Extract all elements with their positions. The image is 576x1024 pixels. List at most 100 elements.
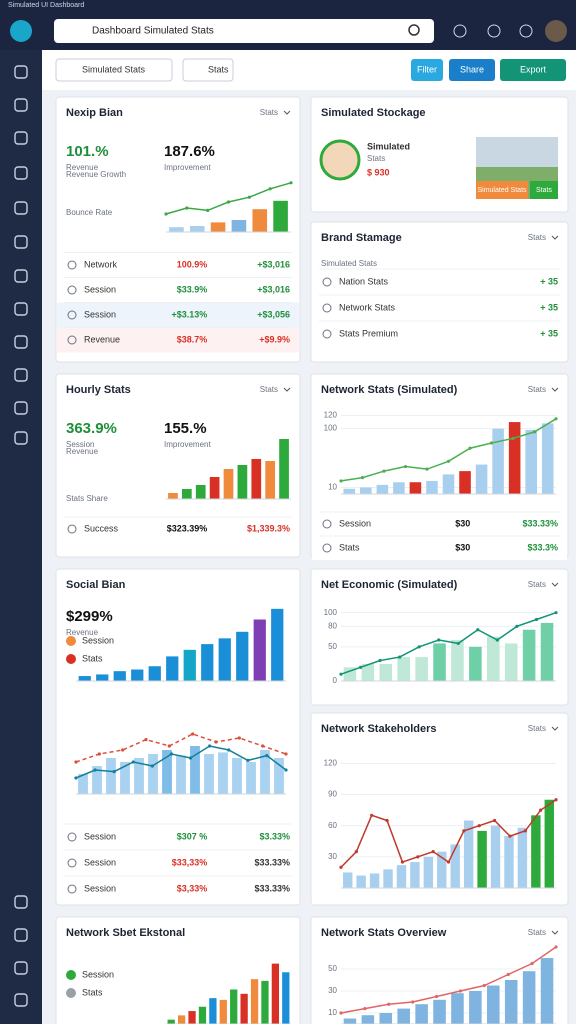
bar bbox=[195, 485, 206, 499]
sidebar-icon[interactable] bbox=[14, 961, 28, 975]
bar bbox=[106, 758, 116, 794]
logo[interactable] bbox=[10, 20, 32, 42]
row[interactable] bbox=[57, 277, 299, 303]
bar bbox=[343, 1018, 357, 1024]
row[interactable] bbox=[57, 302, 299, 328]
button[interactable] bbox=[530, 181, 558, 199]
card-menu[interactable]: Stats bbox=[528, 580, 546, 589]
row[interactable] bbox=[57, 517, 299, 541]
sidebar-icon[interactable] bbox=[14, 928, 28, 942]
avatar[interactable] bbox=[545, 20, 567, 42]
point bbox=[477, 824, 481, 828]
row[interactable] bbox=[57, 327, 299, 353]
chevron[interactable] bbox=[551, 387, 559, 392]
sidebar-icon[interactable] bbox=[14, 166, 28, 180]
card bbox=[55, 916, 301, 1024]
sidebar-icon[interactable] bbox=[14, 895, 28, 909]
kpi-value: 187.6% bbox=[164, 143, 215, 160]
row[interactable] bbox=[57, 252, 299, 278]
sidebar-icon[interactable] bbox=[14, 335, 28, 349]
point bbox=[468, 446, 472, 450]
card-menu[interactable]: Stats bbox=[260, 108, 278, 117]
sidebar-icon[interactable] bbox=[14, 98, 28, 112]
sidebar-icon[interactable] bbox=[14, 302, 28, 316]
sidebar bbox=[0, 50, 42, 1024]
row[interactable] bbox=[57, 824, 299, 850]
button[interactable] bbox=[449, 59, 495, 81]
card-title: Network Stats Overview bbox=[321, 927, 447, 939]
row[interactable] bbox=[312, 321, 567, 347]
bar bbox=[253, 619, 266, 681]
row[interactable] bbox=[57, 876, 299, 902]
sidebar-icon[interactable] bbox=[14, 131, 28, 145]
row[interactable] bbox=[312, 512, 567, 536]
sidebar-icon[interactable] bbox=[14, 269, 28, 283]
row[interactable] bbox=[312, 269, 567, 295]
point bbox=[492, 818, 497, 823]
sidebar-icon[interactable] bbox=[14, 368, 28, 382]
chevron[interactable] bbox=[551, 930, 559, 935]
tab[interactable] bbox=[182, 58, 234, 82]
search-box[interactable] bbox=[54, 19, 434, 43]
note: Stats Share bbox=[66, 494, 108, 503]
bar bbox=[433, 643, 446, 681]
chevron[interactable] bbox=[551, 582, 559, 587]
icon[interactable] bbox=[453, 24, 467, 38]
row-change: $33.3% bbox=[527, 542, 558, 552]
select[interactable] bbox=[55, 58, 173, 82]
bar bbox=[78, 676, 91, 681]
row-value: $323.39% bbox=[167, 523, 208, 533]
card-menu[interactable]: Stats bbox=[528, 233, 546, 242]
button[interactable] bbox=[411, 59, 443, 81]
row-value: $38.7% bbox=[177, 334, 208, 344]
kpi-label: Session bbox=[66, 440, 94, 449]
card-title: Nexip Bian bbox=[66, 107, 123, 119]
button[interactable] bbox=[476, 181, 528, 199]
sidebar-icon[interactable] bbox=[14, 401, 28, 415]
point bbox=[164, 212, 168, 216]
point bbox=[261, 744, 265, 748]
chevron[interactable] bbox=[551, 726, 559, 731]
point bbox=[511, 436, 515, 441]
row[interactable] bbox=[57, 850, 299, 876]
chevron[interactable] bbox=[283, 110, 291, 115]
point bbox=[446, 459, 451, 463]
card-menu[interactable]: Stats bbox=[528, 385, 546, 394]
sidebar-icon[interactable] bbox=[14, 993, 28, 1007]
search-icon[interactable] bbox=[408, 24, 420, 36]
row[interactable] bbox=[312, 536, 567, 560]
notification-icon[interactable] bbox=[519, 24, 533, 38]
row-label: Network bbox=[84, 259, 118, 269]
point bbox=[506, 972, 510, 977]
icon[interactable] bbox=[487, 24, 501, 38]
bar bbox=[134, 758, 144, 794]
point bbox=[339, 1011, 343, 1015]
row[interactable] bbox=[312, 295, 567, 321]
kpi-label: Revenue bbox=[66, 163, 99, 172]
bar bbox=[544, 799, 554, 888]
point bbox=[339, 865, 343, 869]
card-menu[interactable]: Stats bbox=[528, 928, 546, 937]
sidebar-icon[interactable] bbox=[14, 65, 28, 79]
chevron[interactable] bbox=[551, 235, 559, 240]
bar bbox=[433, 999, 446, 1024]
bar bbox=[131, 669, 144, 681]
bar bbox=[522, 629, 536, 681]
card-menu[interactable]: Stats bbox=[528, 724, 546, 733]
point bbox=[214, 740, 218, 744]
sidebar-icon[interactable] bbox=[14, 201, 28, 215]
point bbox=[456, 641, 460, 646]
point bbox=[523, 829, 527, 833]
sidebar-icon[interactable] bbox=[14, 235, 28, 249]
bar bbox=[369, 873, 380, 888]
card-menu[interactable]: Stats bbox=[260, 385, 278, 394]
kpi-label: Revenue bbox=[66, 628, 99, 637]
point bbox=[411, 1000, 415, 1004]
button[interactable] bbox=[500, 59, 566, 81]
sidebar-icon[interactable] bbox=[14, 431, 28, 445]
bar bbox=[379, 1013, 393, 1024]
bar bbox=[181, 489, 192, 499]
bar bbox=[271, 963, 280, 1024]
point bbox=[167, 744, 171, 748]
chevron[interactable] bbox=[283, 387, 291, 392]
